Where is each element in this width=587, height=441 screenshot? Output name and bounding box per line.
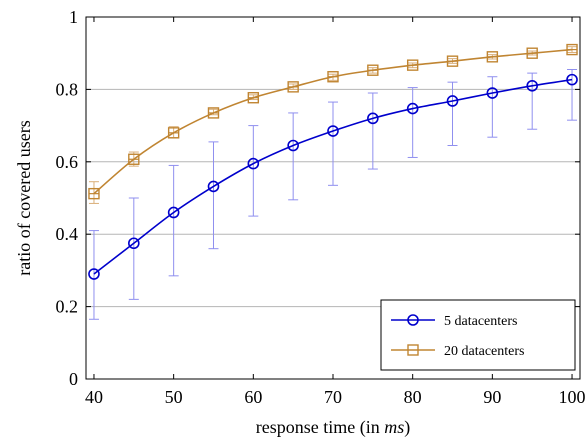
x-tick-label: 90 [483,387,501,407]
y-tick-label: 0 [69,369,78,389]
x-axis-label-main: response time (in [256,417,384,438]
x-axis-label-unit: ms [384,417,404,437]
x-tick-label: 80 [404,387,422,407]
y-tick-label: 0.4 [56,224,79,244]
y-axis-label: ratio of covered users [14,120,34,275]
x-axis-label: response time (in ms) [256,417,411,438]
legend-box [381,300,575,370]
x-tick-label: 70 [324,387,342,407]
x-axis-label-close: ) [404,417,410,438]
legend: 5 datacenters 20 datacenters [381,300,575,370]
error-bars [89,47,577,320]
legend-label-1: 5 datacenters [444,314,517,329]
x-tick-label: 60 [244,387,262,407]
y-tick-label: 0.8 [56,79,79,99]
y-tick-label: 0.6 [56,152,79,172]
x-tick-label: 40 [85,387,103,407]
legend-label-2: 20 datacenters [444,344,524,359]
x-tick-label: 50 [165,387,183,407]
x-tick-label: 100 [559,387,586,407]
y-tick-label: 1 [69,7,78,27]
y-tick-label: 0.2 [56,297,79,317]
